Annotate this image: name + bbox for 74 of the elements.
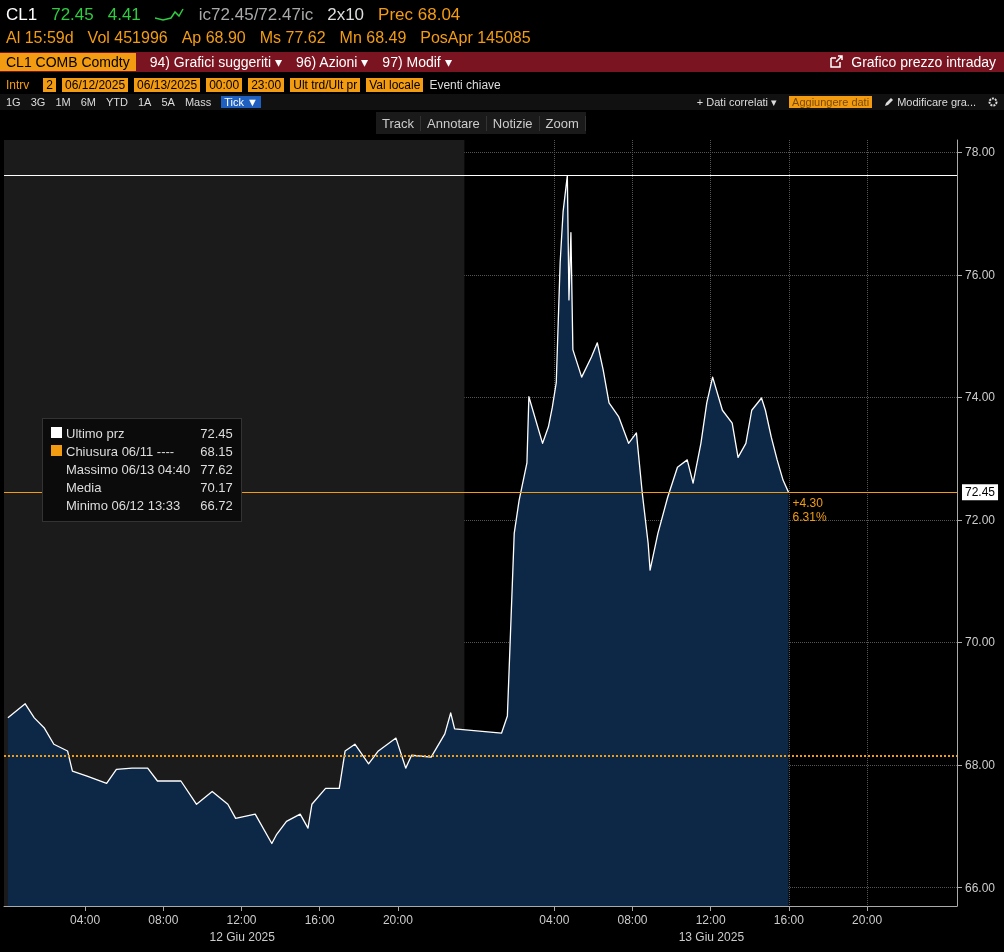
text: 5A [161, 96, 175, 108]
text: 2x10 [327, 5, 365, 25]
text: 96) Azioni ▾ [295, 54, 369, 70]
annotation: 6.31% [792, 510, 827, 525]
text: 4.41 [107, 5, 141, 25]
text: 94) Grafici suggeriti ▾ [149, 54, 282, 70]
text: Ms 77.62 [259, 29, 326, 47]
text: + Dati correlati ▾ [696, 95, 778, 109]
text: 1M [55, 96, 71, 108]
annotation: 72.45 [200, 425, 233, 443]
text: Intrv [6, 77, 30, 92]
annotation: Minimo 06/12 13:33 [65, 497, 181, 515]
y-tick-label: 66.00 [965, 880, 996, 895]
text: 1A [137, 96, 152, 108]
chart-subtitle: CL1 COMB Comdty [0, 53, 136, 71]
text: 72.45 [51, 5, 94, 25]
annotation: +4.30 [792, 496, 823, 511]
text: 2 [43, 77, 57, 92]
x-tick-label: 16:00 [304, 913, 336, 927]
annotation: Chiusura 06/11 ---- [65, 443, 175, 461]
text: Val locale [366, 77, 424, 92]
legend-label: Ultimo prz [65, 425, 125, 443]
y-tick-label: 76.00 [965, 267, 996, 282]
text: PosApr 145085 [420, 29, 531, 47]
annotation: 66.72 [200, 497, 233, 515]
text: 1G [6, 96, 21, 108]
x-tick-label: 08:00 [617, 913, 648, 927]
y-tick-label: 70.00 [965, 635, 996, 650]
y-tick-label: 78.00 [965, 145, 996, 160]
annotation: 68.15 [200, 443, 233, 461]
text: 00:00 [206, 77, 243, 92]
text: Al 15:59d [6, 29, 74, 47]
text: YTD [105, 96, 128, 108]
text: Mn 68.49 [339, 29, 407, 47]
text: 13 Giu 2025 [678, 930, 745, 944]
text: Vol 451996 [87, 29, 168, 47]
text: Modificare gra... [897, 96, 976, 108]
text: 3G [30, 96, 46, 108]
text: 23:00 [248, 77, 285, 92]
annotation: Media [65, 479, 102, 497]
text: Tick ▼ [221, 96, 261, 108]
x-tick-label: 20:00 [852, 913, 883, 927]
text: 6M [80, 96, 96, 108]
x-tick-label: 16:00 [773, 913, 805, 927]
y-tick-label: 74.00 [965, 390, 996, 405]
text: Track [376, 115, 422, 131]
text: Ult trd/Ult pr [290, 77, 361, 92]
y-tick-label: 68.00 [965, 758, 996, 773]
annotation: Massimo 06/13 04:40 [65, 461, 191, 479]
x-tick-label: 04:00 [539, 913, 570, 927]
x-tick-label: 08:00 [148, 913, 179, 927]
text: CL1 [6, 5, 38, 25]
x-tick-label: 12:00 [226, 913, 257, 927]
text: Eventi chiave [429, 77, 501, 92]
text: 06/13/2025 [134, 77, 201, 92]
text: Mass [184, 96, 212, 108]
text: 06/12/2025 [62, 77, 129, 92]
chart-title: Grafico prezzo intraday [851, 54, 996, 70]
text: 12 Giu 2025 [209, 930, 275, 944]
ref-line-label: 72.45 [965, 485, 996, 500]
y-tick-label: 72.00 [965, 512, 996, 527]
text: Zoom [539, 115, 586, 131]
text: ic72.45/72.47ic [198, 5, 314, 25]
x-tick-label: 20:00 [382, 913, 414, 927]
text: Annotare [421, 115, 487, 131]
x-tick-label: 04:00 [70, 913, 101, 927]
text: Prec 68.04 [378, 5, 461, 25]
text: 97) Modif ▾ [382, 54, 452, 70]
text: Notizie [486, 115, 540, 131]
text: Aggiungere dati [789, 96, 873, 108]
annotation: 70.17 [200, 479, 233, 497]
annotation: 77.62 [200, 461, 233, 479]
x-tick-label: 12:00 [695, 913, 727, 927]
text: Ap 68.90 [181, 29, 246, 47]
